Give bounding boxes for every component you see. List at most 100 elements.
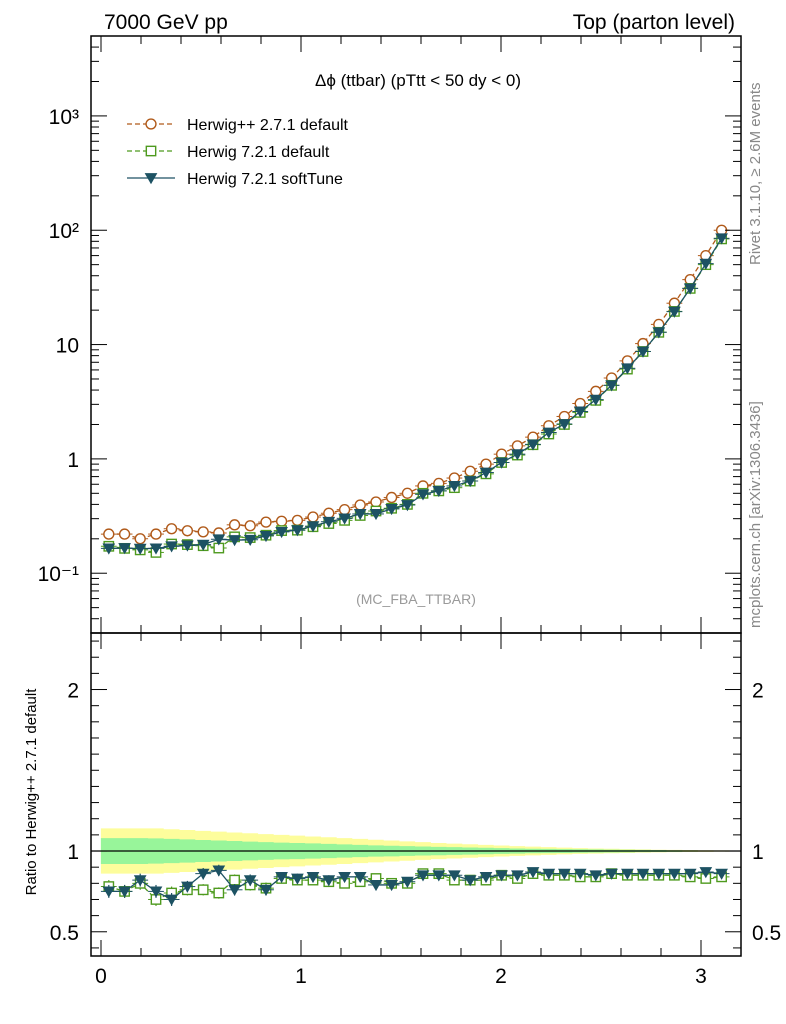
data-point bbox=[165, 894, 178, 906]
data-point bbox=[307, 511, 319, 523]
data-point bbox=[573, 406, 587, 418]
data-point bbox=[401, 487, 414, 499]
data-point bbox=[260, 516, 272, 528]
data-point bbox=[291, 514, 304, 527]
data-point bbox=[385, 504, 398, 516]
data-point bbox=[133, 875, 147, 887]
data-point bbox=[432, 870, 446, 882]
data-point bbox=[354, 499, 366, 511]
x-tick-label: 1 bbox=[295, 965, 307, 988]
data-point bbox=[401, 500, 414, 512]
data-point bbox=[495, 870, 508, 882]
data-point bbox=[558, 868, 571, 880]
ratio-y-tick-label-right: 1 bbox=[752, 841, 764, 864]
data-point bbox=[144, 173, 158, 185]
data-point bbox=[511, 870, 524, 882]
legend: Herwig++ 2.7.1 default Herwig 7.2.1 defau… bbox=[127, 117, 349, 188]
main-series-layer bbox=[100, 224, 730, 558]
analysis-watermark: (MC_FBA_TTBAR) bbox=[356, 591, 476, 607]
data-point bbox=[589, 394, 603, 406]
ratio-y-tick-label-right: 2 bbox=[752, 680, 764, 703]
data-point bbox=[416, 870, 430, 882]
plot-title: Δϕ (ttbar) (pTtt < 50 dy < 0) bbox=[315, 71, 521, 90]
data-point bbox=[229, 874, 240, 886]
data-point bbox=[323, 507, 335, 519]
data-point bbox=[542, 868, 556, 880]
data-point bbox=[668, 868, 681, 880]
ratio-panel: 0.5 0.5 1 1 2 2 0 1 2 3 Ratio to Herwig++ 2.7.1 d… bbox=[23, 632, 781, 988]
data-point bbox=[133, 543, 147, 555]
data-point bbox=[306, 871, 320, 884]
data-point bbox=[145, 118, 157, 130]
ratio-y-tick-label: 1 bbox=[67, 841, 79, 864]
data-point bbox=[322, 516, 336, 528]
data-point bbox=[196, 539, 210, 551]
ratio-axis-ticks: 0.5 0.5 1 1 2 2 0 1 2 3 bbox=[50, 633, 781, 988]
data-point bbox=[165, 541, 178, 553]
data-point bbox=[369, 880, 383, 892]
data-point bbox=[228, 535, 241, 547]
data-point bbox=[401, 876, 414, 888]
ratio-y-tick-label: 2 bbox=[67, 680, 79, 703]
data-point bbox=[145, 145, 157, 157]
data-point bbox=[605, 380, 618, 392]
mcplots-reference-label: mcplots.cern.ch [arXiv:1306.3436] bbox=[747, 401, 764, 628]
data-point bbox=[416, 489, 430, 501]
y-tick-label: 10 bbox=[56, 335, 79, 358]
y-tick-label: 10³ bbox=[49, 106, 79, 129]
data-point bbox=[511, 449, 524, 461]
data-point bbox=[699, 867, 713, 879]
data-point bbox=[134, 533, 146, 545]
data-point bbox=[448, 870, 461, 882]
data-point bbox=[228, 519, 241, 531]
data-point bbox=[149, 543, 163, 555]
data-point bbox=[480, 458, 492, 470]
data-point bbox=[464, 465, 476, 477]
data-point bbox=[542, 427, 556, 439]
data-point bbox=[259, 531, 273, 543]
data-point bbox=[369, 509, 383, 521]
data-point bbox=[683, 283, 697, 295]
x-tick-label: 2 bbox=[495, 965, 507, 988]
data-point bbox=[353, 871, 367, 884]
data-point bbox=[573, 868, 587, 880]
data-point bbox=[197, 884, 209, 896]
main-distribution-panel: 10⁻¹ 1 10 10² 10³ Δϕ (ttbar) (pTtt < 50 dy <… bbox=[38, 35, 742, 634]
data-point bbox=[243, 534, 257, 547]
data-point bbox=[103, 528, 115, 540]
data-point bbox=[479, 871, 493, 884]
data-point bbox=[275, 526, 288, 539]
data-point bbox=[102, 886, 116, 898]
data-point bbox=[370, 496, 382, 508]
x-tick-label: 3 bbox=[695, 965, 707, 988]
data-point bbox=[118, 528, 131, 540]
data-point bbox=[149, 886, 163, 898]
data-point bbox=[338, 871, 351, 884]
data-point bbox=[715, 233, 728, 245]
ratio-series-0 bbox=[100, 868, 730, 906]
header-process-label: Top (parton level) bbox=[573, 11, 735, 34]
data-point bbox=[526, 439, 540, 451]
data-point bbox=[306, 521, 320, 533]
data-point bbox=[338, 503, 351, 516]
ratio-series-1 bbox=[100, 864, 730, 906]
ratio-y-tick-label-right: 0.5 bbox=[752, 922, 781, 945]
legend-label: Herwig 7.2.1 default bbox=[187, 144, 330, 161]
data-point bbox=[244, 520, 256, 532]
data-point bbox=[463, 476, 477, 488]
data-point bbox=[275, 871, 288, 884]
data-point bbox=[275, 515, 288, 527]
data-point bbox=[621, 363, 634, 375]
data-point bbox=[589, 870, 603, 882]
data-point bbox=[668, 306, 681, 318]
main-axis-ticks: 10⁻¹ 1 10 10² 10³ bbox=[38, 35, 741, 634]
data-point bbox=[181, 881, 194, 893]
data-point bbox=[213, 887, 225, 899]
data-point bbox=[353, 509, 367, 521]
data-point bbox=[495, 457, 508, 469]
data-point bbox=[605, 868, 618, 880]
series-line bbox=[108, 237, 723, 550]
y-tick-label: 10² bbox=[49, 220, 79, 243]
series-line bbox=[108, 229, 723, 540]
data-point bbox=[197, 526, 209, 538]
